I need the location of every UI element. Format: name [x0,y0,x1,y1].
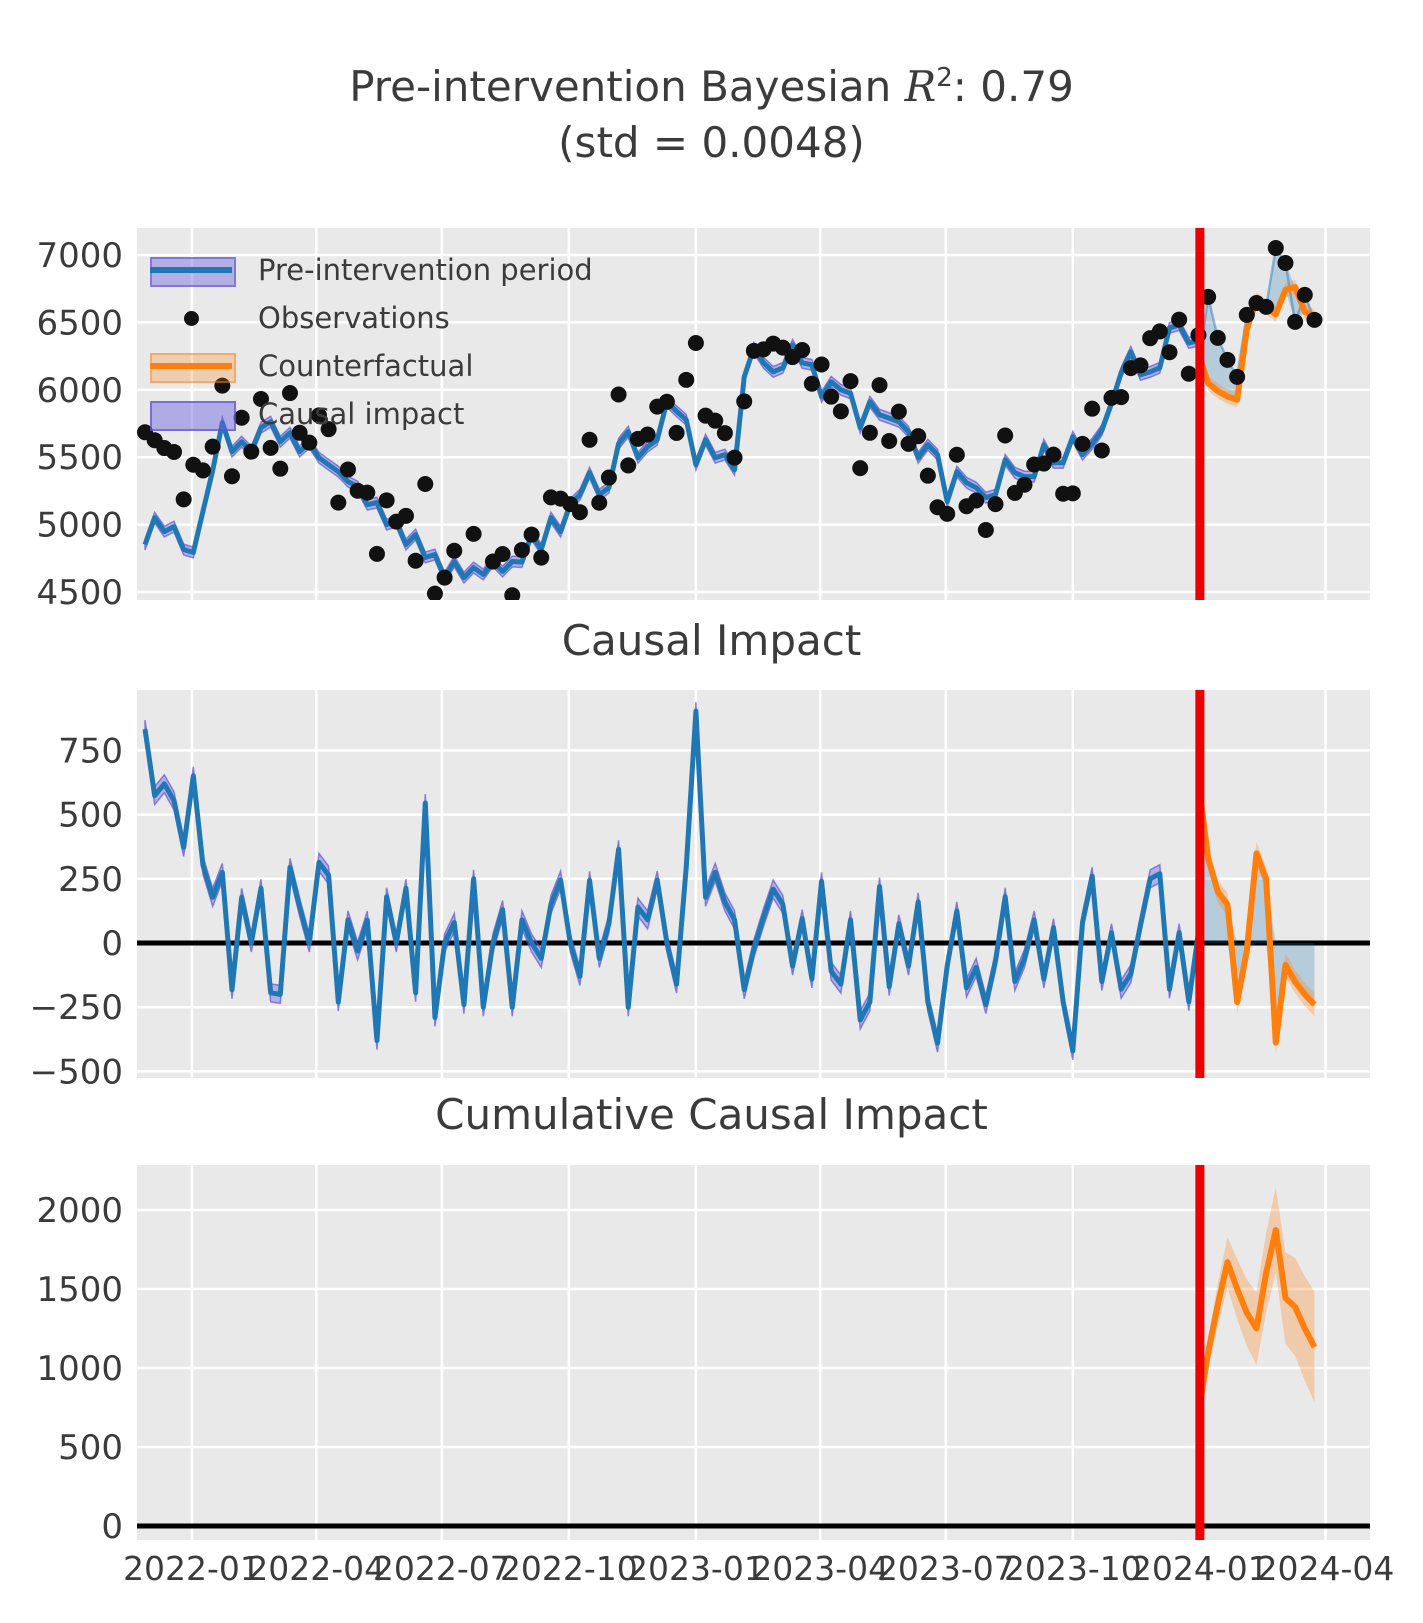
x-tick-label: 2022-01 [123,1549,261,1588]
pre-intervention-band-line-swatch-icon [150,256,236,287]
y-tick-label: 5500 [36,438,123,478]
causal-impact-fill-swatch-icon [150,400,236,431]
x-tick-label: 2022-04 [247,1549,385,1588]
x-tick-label: 2023-04 [751,1549,889,1588]
y-tick-label: −500 [30,1052,123,1092]
y-tick-label: 2000 [36,1191,123,1231]
y-tick-label: 0 [101,1507,123,1547]
legend-item-counterfactual: Counterfactual [150,342,593,390]
y-tick-label: 4500 [36,573,123,613]
legend: Pre-intervention period Observations Cou… [150,246,593,438]
x-tick-label: 2024-04 [1257,1549,1395,1588]
observations-dot-swatch-icon [150,304,232,332]
figure-subtitle: (std = 0.0048) [558,118,865,167]
legend-item-pre-intervention: Pre-intervention period [150,246,593,294]
y-tick-label: 6000 [36,371,123,411]
y-tick-label: 500 [58,1428,123,1468]
y-tick-label: 250 [58,860,123,900]
y-tick-label: 6500 [36,303,123,343]
y-tick-label: −250 [30,988,123,1028]
y-tick-label: 0 [101,924,123,964]
y-tick-label: 500 [58,796,123,836]
x-tick-label: 2023-07 [877,1549,1015,1588]
legend-item-causal-impact: Causal impact [150,390,593,438]
y-tick-label: 5000 [36,506,123,546]
x-tick-label: 2023-10 [1004,1549,1142,1588]
x-tick-label: 2023-01 [627,1549,765,1588]
panel-title-causal-impact: Causal Impact [561,616,862,665]
y-tick-label: 1000 [36,1349,123,1389]
panel-title-cumulative-causal-impact: Cumulative Causal Impact [435,1090,988,1139]
y-tick-label: 1500 [36,1270,123,1310]
legend-label: Pre-intervention period [258,253,593,287]
x-tick-label: 2022-07 [373,1549,511,1588]
x-tick-label: 2024-01 [1131,1549,1269,1588]
y-tick-label: 7000 [36,236,123,276]
legend-item-observations: Observations [150,294,593,342]
x-tick-label: 2022-10 [500,1549,638,1588]
counterfactual-band-line-swatch-icon [150,352,236,383]
legend-label: Counterfactual [258,349,474,383]
legend-label: Causal impact [258,397,465,431]
y-tick-label: 750 [58,731,123,771]
figure-title: Pre-intervention Bayesian R2: 0.79 [349,62,1074,111]
legend-label: Observations [258,301,450,335]
